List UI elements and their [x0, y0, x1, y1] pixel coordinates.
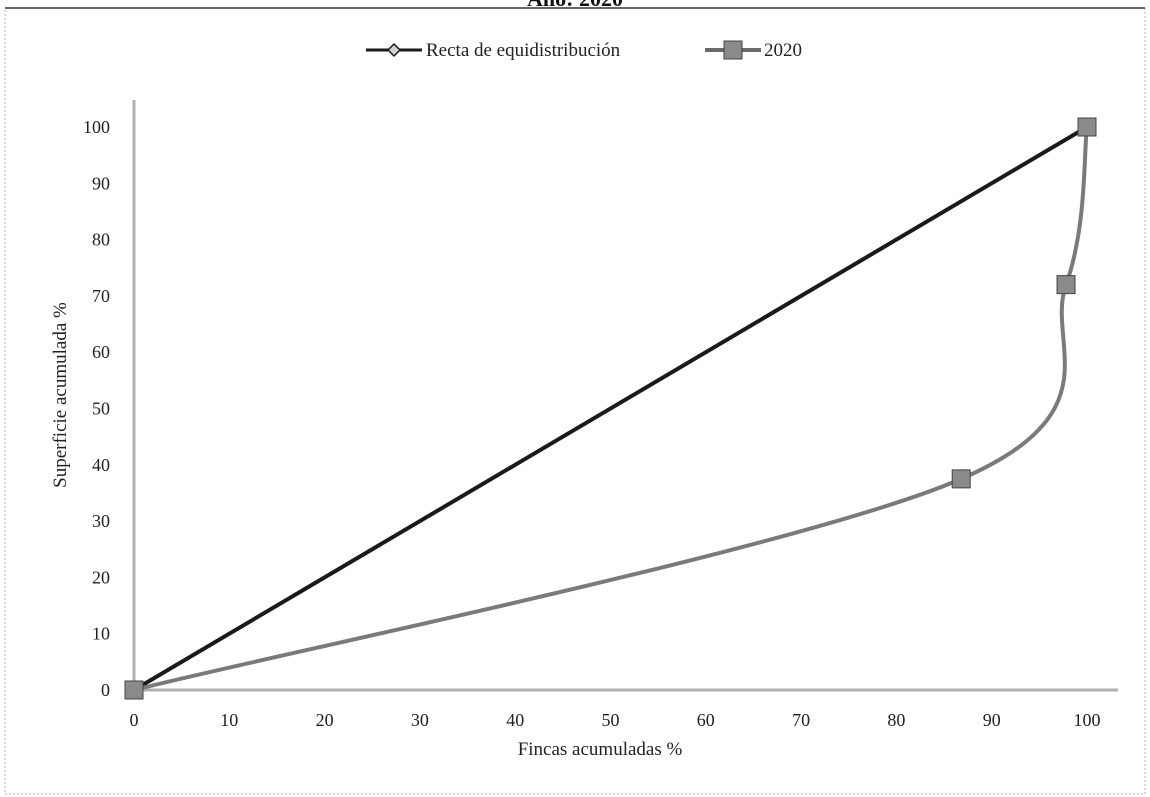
x-tick-label: 20: [316, 710, 334, 730]
y-tick-label: 90: [92, 173, 110, 193]
series-layer: [124, 117, 1097, 700]
point-2020: [1056, 275, 1076, 295]
y-tick-label: 80: [92, 230, 110, 250]
x-tick-label: 60: [697, 710, 715, 730]
y-tick-label: 40: [92, 455, 110, 475]
x-axis-title: Fincas acumuladas %: [518, 739, 683, 760]
x-tick-labels: 0 10 20 30 40 50 60 70 80 90 100: [130, 710, 1101, 730]
point-2020: [951, 469, 971, 489]
legend-marker-square-icon: [723, 40, 743, 60]
x-tick-label: 30: [411, 710, 429, 730]
x-tick-label: 50: [602, 710, 620, 730]
x-tick-label: 90: [983, 710, 1001, 730]
y-tick-label: 30: [92, 511, 110, 531]
legend-label-2020: 2020: [764, 40, 802, 61]
y-tick-label: 50: [92, 399, 110, 419]
legend-marker-diamond-icon: [386, 42, 402, 58]
x-tick-label: 70: [792, 710, 810, 730]
y-tick-label: 10: [92, 624, 110, 644]
point-2020: [1077, 117, 1097, 137]
series-line-equidistribution: [132, 125, 1089, 692]
chart-frame: [4, 7, 1146, 795]
x-tick-label: 80: [887, 710, 905, 730]
legend: Recta de equidistribución 2020: [366, 40, 802, 61]
y-tick-label: 60: [92, 342, 110, 362]
x-tick-label: 10: [220, 710, 238, 730]
y-axis-title: Superficie acumulada %: [50, 302, 71, 488]
y-tick-label: 70: [92, 286, 110, 306]
x-tick-label: 0: [130, 710, 139, 730]
x-tick-label: 40: [506, 710, 524, 730]
series-line-2020: [133, 126, 1089, 692]
x-tick-label: 100: [1074, 710, 1101, 730]
chart-title: Año: 2020: [527, 0, 623, 11]
legend-label-equidistribution: Recta de equidistribución: [426, 40, 621, 61]
y-tick-labels: 0 10 20 30 40 50 60 70 80 90 100: [83, 117, 110, 700]
y-tick-label: 0: [101, 680, 110, 700]
y-tick-label: 100: [83, 117, 110, 137]
point-2020: [124, 680, 144, 700]
y-tick-label: 20: [92, 567, 110, 587]
